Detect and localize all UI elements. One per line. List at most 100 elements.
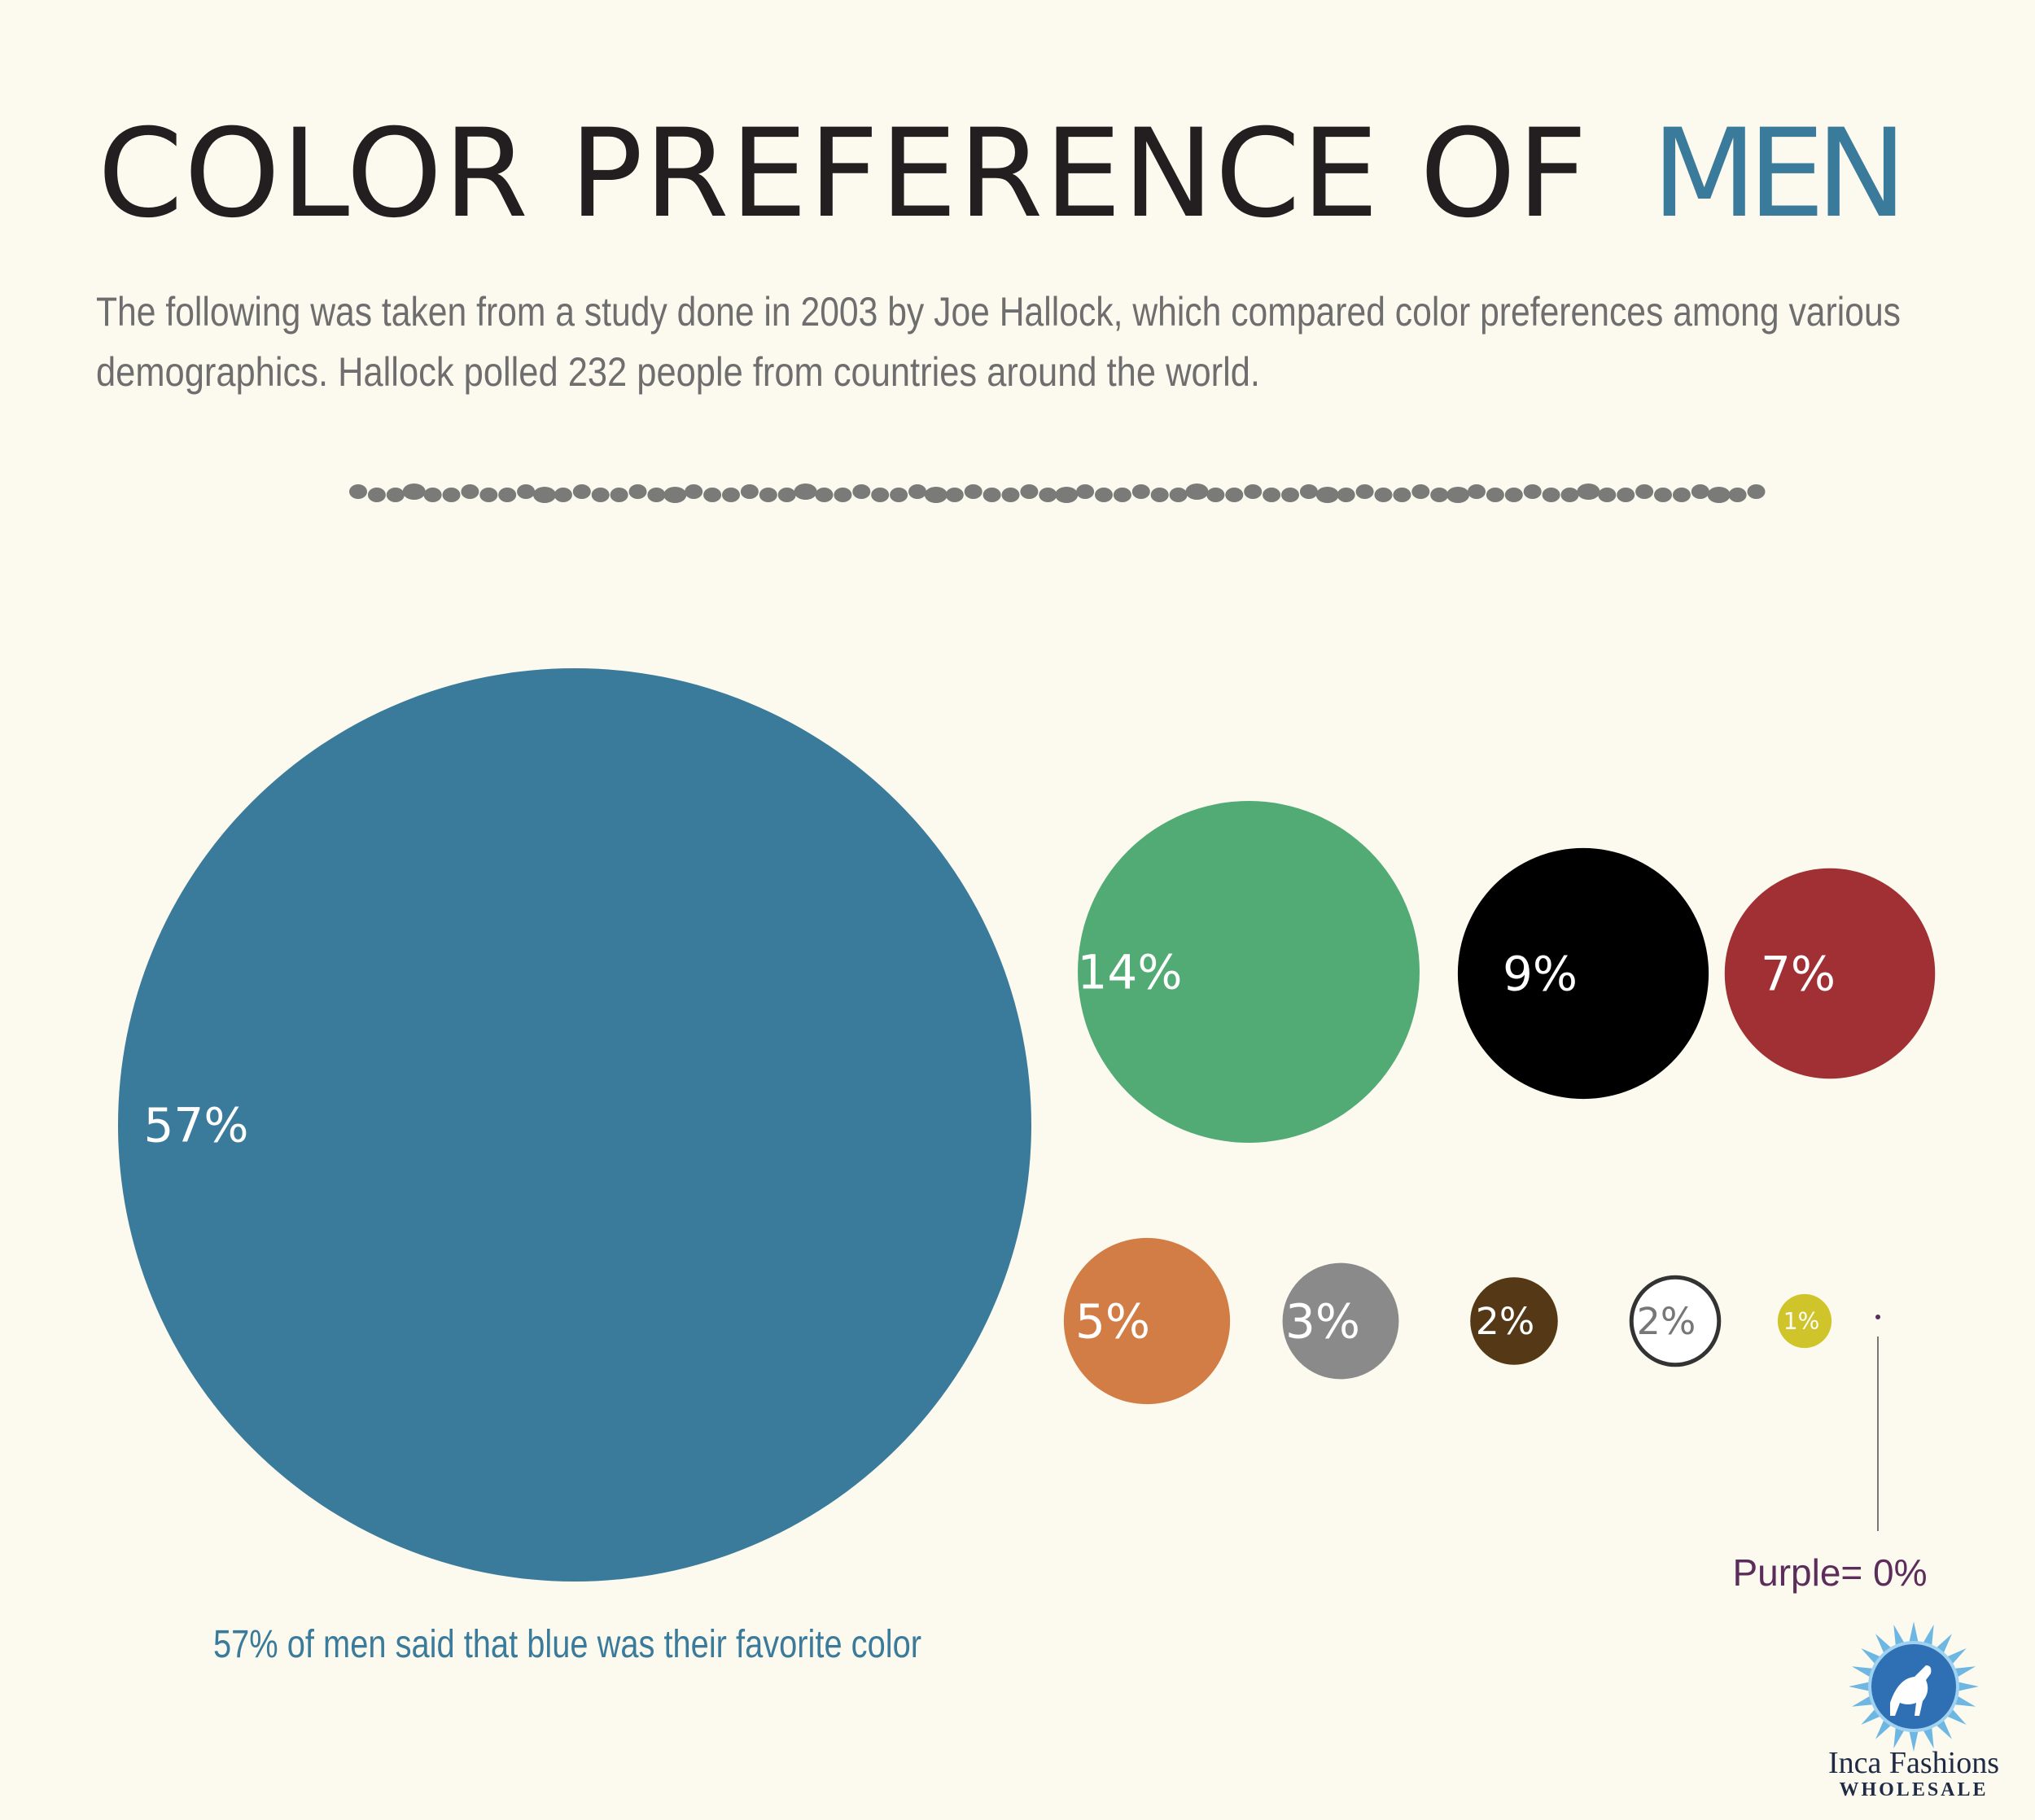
- divider-dot: [1504, 488, 1523, 502]
- divider-dot: [1095, 488, 1113, 502]
- divider-dot: [1281, 488, 1299, 502]
- divider-dot: [815, 488, 834, 502]
- divider-dot: [1468, 484, 1486, 499]
- divider-dot: [1728, 488, 1747, 502]
- bubble-label: 14%: [1078, 944, 1183, 1000]
- divider-dot: [1411, 484, 1430, 499]
- divider-dot: [572, 484, 591, 499]
- divider-dot: [479, 488, 498, 502]
- divider-dot: [908, 484, 926, 499]
- divider-dot: [1039, 488, 1057, 502]
- divider-dot: [1076, 484, 1095, 499]
- divider-dot: [1299, 484, 1318, 499]
- divider-dot: [367, 488, 386, 502]
- divider-dot: [1055, 487, 1079, 503]
- divider-dot: [1747, 484, 1766, 499]
- bubble-label: 2%: [1476, 1300, 1534, 1343]
- divider-dot: [442, 488, 461, 502]
- bubble: [118, 668, 1031, 1582]
- logo-ray: [1893, 1725, 1906, 1749]
- divider-dot: [1020, 484, 1039, 499]
- divider-dot: [1113, 488, 1131, 502]
- divider-dot: [1185, 483, 1209, 500]
- divider-dot: [554, 488, 572, 502]
- logo-ray: [1851, 1666, 1875, 1678]
- divider-dot: [759, 488, 777, 502]
- divider-dot: [1315, 487, 1339, 503]
- divider-dot: [1523, 484, 1542, 499]
- bubble: [1457, 847, 1709, 1100]
- divider-dot: [964, 484, 982, 499]
- divider-dot: [1001, 488, 1020, 502]
- divider-dot: [1374, 488, 1393, 502]
- divider-dot: [498, 488, 517, 502]
- divider-dot: [1635, 484, 1654, 499]
- bubble: [1724, 868, 1936, 1079]
- logo-ray: [1893, 1624, 1906, 1648]
- divider-dot: [663, 487, 687, 503]
- bubble: [1063, 1237, 1231, 1405]
- divider-dot: [461, 484, 479, 499]
- divider-dot: [924, 487, 947, 503]
- divider-dot: [610, 488, 628, 502]
- divider-dot: [890, 488, 908, 502]
- divider-dot: [794, 483, 817, 500]
- divider-dot: [1542, 488, 1560, 502]
- bubble-label: 1%: [1783, 1308, 1820, 1335]
- divider-dot: [852, 484, 871, 499]
- divider-dot: [1691, 484, 1709, 499]
- divider-dot: [1150, 488, 1169, 502]
- divider-dot: [834, 488, 852, 502]
- divider-dot: [1430, 488, 1449, 502]
- divider-dot: [591, 488, 610, 502]
- logo-ray: [1908, 1728, 1919, 1752]
- bubble: [1629, 1275, 1722, 1367]
- divider-dot: [517, 484, 536, 499]
- logo-ray: [1851, 1695, 1875, 1707]
- bubble-label: 9%: [1503, 946, 1578, 1001]
- bubble-label: Purple= 0%: [1732, 1551, 1927, 1594]
- bubble: [1470, 1277, 1558, 1365]
- divider-dot: [1355, 484, 1374, 499]
- divider-dot: [628, 484, 647, 499]
- chart-title-highlight: MEN: [1652, 103, 1907, 245]
- bubble-label: 3%: [1285, 1293, 1360, 1349]
- divider-dot: [777, 488, 796, 502]
- divider-dot: [647, 488, 666, 502]
- logo-ray: [1908, 1621, 1919, 1645]
- bubble-label: 2%: [1637, 1300, 1696, 1343]
- divider-dot: [871, 488, 890, 502]
- bubble-label: 57%: [144, 1097, 249, 1153]
- logo-ray: [1922, 1725, 1934, 1749]
- divider-dot: [1206, 488, 1225, 502]
- divider-dot: [685, 484, 703, 499]
- divider-dot: [1393, 488, 1411, 502]
- divider-dot: [1244, 484, 1263, 499]
- divider-dot: [1672, 488, 1691, 502]
- bubble: [1078, 801, 1420, 1143]
- subtitle-line: demographics. Hallock polled 232 people …: [96, 349, 1260, 395]
- divider-dot: [722, 488, 740, 502]
- divider-dot: [386, 488, 405, 502]
- divider-dot: [402, 483, 426, 500]
- divider-dot: [1169, 488, 1188, 502]
- bubble: [1282, 1262, 1399, 1380]
- logo-ray: [1952, 1666, 1976, 1678]
- subtitle-line: The following was taken from a study don…: [96, 289, 1901, 335]
- divider-dot: [1446, 487, 1470, 503]
- divider-dot: [423, 488, 442, 502]
- annotation: 57% of men said that blue was their favo…: [213, 1623, 921, 1666]
- logo-tagline: WHOLESALE: [1839, 1779, 1988, 1800]
- divider-dot: [533, 487, 556, 503]
- chart-title: COLOR PREFERENCE OF: [98, 103, 1587, 245]
- bubble-label: 5%: [1075, 1293, 1150, 1349]
- divider-dot: [1598, 488, 1617, 502]
- divider-dot: [1707, 487, 1731, 503]
- divider-dot: [1337, 488, 1355, 502]
- bubble-label: 7%: [1761, 946, 1836, 1001]
- logo-ray: [1922, 1624, 1934, 1648]
- divider-dot: [1131, 484, 1150, 499]
- logo: Inca Fashions WHOLESALE: [1828, 1621, 1999, 1800]
